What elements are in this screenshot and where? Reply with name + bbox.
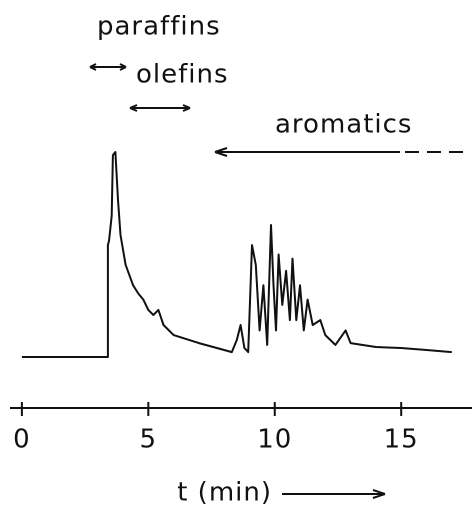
aromatics-arrow [214, 147, 400, 157]
annotation: paraffins [97, 12, 221, 42]
annotation: olefins [136, 60, 229, 90]
paraffins-arrow [89, 63, 127, 71]
x-tick-label: 15 [384, 425, 419, 455]
x-axis-arrow [282, 489, 386, 499]
x-tick-label: 5 [140, 425, 158, 455]
x-tick-label: 0 [13, 425, 31, 455]
annotation: aromatics [275, 110, 412, 140]
x-tick-label: 10 [257, 425, 292, 455]
x-axis-label: t (min) [177, 478, 272, 508]
chromatogram-line [21, 151, 452, 358]
olefins-arrow [129, 104, 191, 112]
